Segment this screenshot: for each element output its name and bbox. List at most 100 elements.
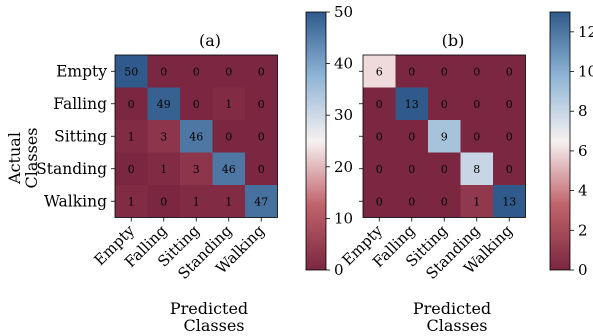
heatmap-cell xyxy=(428,152,461,185)
heatmap-cell xyxy=(493,120,526,153)
y-axis-title-line2: Classes xyxy=(22,128,41,189)
cell-value-label: 1 xyxy=(128,130,135,143)
colorbar-tick-label: 4 xyxy=(578,182,588,200)
heatmap-cell xyxy=(180,152,213,185)
heatmap-cell xyxy=(363,55,396,88)
heatmap-cell xyxy=(493,152,526,185)
heatmap-cell xyxy=(395,185,428,218)
x-axis-title-a-line2: Classes xyxy=(184,316,245,335)
cell-value-label: 49 xyxy=(157,98,171,111)
colorbar-tick-label: 0 xyxy=(578,261,588,279)
cell-value-label: 0 xyxy=(376,195,383,208)
cell-value-label: 0 xyxy=(128,163,135,176)
heatmap-cell xyxy=(180,55,213,88)
heatmap-cell xyxy=(115,152,148,185)
colorbar-tick-label: 10 xyxy=(334,209,353,227)
y-axis-title-line1: Actual xyxy=(5,132,24,185)
cell-value-label: 3 xyxy=(160,130,167,143)
heatmap-cell xyxy=(395,55,428,88)
y-tick-label: Walking xyxy=(44,192,107,210)
cell-value-label: 50 xyxy=(124,65,138,78)
heatmap-cell xyxy=(180,87,213,120)
heatmap-cell xyxy=(245,87,278,120)
heatmap-cell xyxy=(245,152,278,185)
heatmap-panel-b: 6 0 0 0 00 13 0 0 00 0 9 0 00 0 0 8 00 0 0 1 13EmptyFallingS… xyxy=(339,54,526,283)
cell-value-label: 8 xyxy=(473,163,480,176)
cell-value-label: 0 xyxy=(441,65,448,78)
cell-value-label: 0 xyxy=(376,98,383,111)
heatmap-cell xyxy=(363,87,396,120)
heatmap-cell xyxy=(428,87,461,120)
heatmap-cell xyxy=(180,185,213,218)
heatmap-cell xyxy=(115,185,148,218)
heatmap-cell xyxy=(212,185,245,218)
heatmap-cell xyxy=(212,55,245,88)
colorbar-tick-label: 10 xyxy=(578,63,593,81)
heatmap-cell xyxy=(493,185,526,218)
cell-value-label: 0 xyxy=(506,65,513,78)
panel-a-title: (a) xyxy=(199,31,221,50)
colorbar-tick-label: 30 xyxy=(334,106,353,124)
heatmap-cell xyxy=(212,120,245,153)
y-tick-label: Sitting xyxy=(54,127,107,145)
cell-value-label: 0 xyxy=(441,163,448,176)
cell-value-label: 0 xyxy=(258,65,265,78)
heatmap-cell xyxy=(428,55,461,88)
heatmap-panel-a: 50 0 0 0 0 0 49 0 1 0 1 3 46 0 0 0 1 3 46 0 1 0 1 1 47 Empty Falli… xyxy=(36,54,278,283)
cell-value-label: 13 xyxy=(405,98,419,111)
cell-value-label: 0 xyxy=(128,98,135,111)
cell-value-label: 0 xyxy=(258,98,265,111)
heatmap-cell xyxy=(493,87,526,120)
cell-value-label: 0 xyxy=(225,130,232,143)
colorbar-tick-label: 50 xyxy=(334,3,353,21)
y-tick-label: Empty xyxy=(56,62,107,80)
colorbar-b: 0 2 4 6 8 10 12 xyxy=(549,11,593,279)
cell-value-label: 0 xyxy=(193,98,200,111)
y-tick-label: Falling xyxy=(53,95,107,113)
colorbar-a-gradient xyxy=(305,11,327,271)
heatmap-cell xyxy=(212,152,245,185)
cell-value-label: 0 xyxy=(376,163,383,176)
colorbar-tick-label: 8 xyxy=(578,102,588,120)
cell-value-label: 6 xyxy=(376,65,383,78)
cell-value-label: 0 xyxy=(160,65,167,78)
heatmap-cell xyxy=(147,87,180,120)
cell-value-label: 1 xyxy=(193,195,200,208)
cell-value-label: 0 xyxy=(408,163,415,176)
heatmap-cell xyxy=(147,55,180,88)
colorbar-tick-label: 40 xyxy=(334,55,353,73)
y-axis-title: Actual Classes xyxy=(5,128,41,189)
cell-value-label: 46 xyxy=(189,130,203,143)
heatmap-cell xyxy=(363,185,396,218)
heatmap-cell xyxy=(428,120,461,153)
heatmap-cell xyxy=(460,55,493,88)
cell-value-label: 13 xyxy=(502,195,516,208)
heatmap-cell xyxy=(460,152,493,185)
x-axis-title-a-line1: Predicted xyxy=(170,299,248,318)
heatmap-cell xyxy=(245,120,278,153)
heatmap-cell xyxy=(428,185,461,218)
cell-value-label: 0 xyxy=(193,65,200,78)
cell-value-label: 9 xyxy=(441,130,448,143)
cell-value-label: 1 xyxy=(473,195,480,208)
cell-value-label: 0 xyxy=(473,130,480,143)
cell-value-label: 1 xyxy=(128,195,135,208)
heatmap-cell xyxy=(363,120,396,153)
cell-value-label: 0 xyxy=(408,195,415,208)
cell-value-label: 0 xyxy=(441,195,448,208)
heatmap-cell xyxy=(460,87,493,120)
cell-value-label: 0 xyxy=(473,98,480,111)
cell-value-label: 0 xyxy=(473,65,480,78)
cell-value-label: 0 xyxy=(408,65,415,78)
y-tick-label: Standing xyxy=(36,160,107,178)
heatmap-cell xyxy=(115,87,148,120)
heatmap-cell xyxy=(395,87,428,120)
heatmap-cell xyxy=(493,55,526,88)
colorbar-tick-label: 6 xyxy=(578,142,588,160)
cell-value-label: 0 xyxy=(408,130,415,143)
heatmap-cell xyxy=(115,120,148,153)
cell-value-label: 1 xyxy=(225,98,232,111)
heatmap-cell xyxy=(147,185,180,218)
x-axis-title-b-line2: Classes xyxy=(427,316,488,335)
